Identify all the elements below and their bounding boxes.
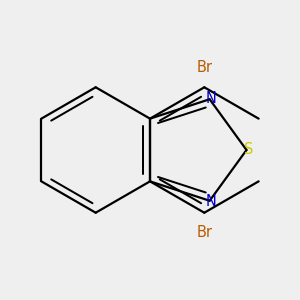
Text: Br: Br bbox=[196, 225, 212, 240]
Text: N: N bbox=[206, 194, 216, 209]
Text: S: S bbox=[244, 142, 254, 158]
Text: Br: Br bbox=[196, 60, 212, 75]
Text: N: N bbox=[206, 91, 216, 106]
